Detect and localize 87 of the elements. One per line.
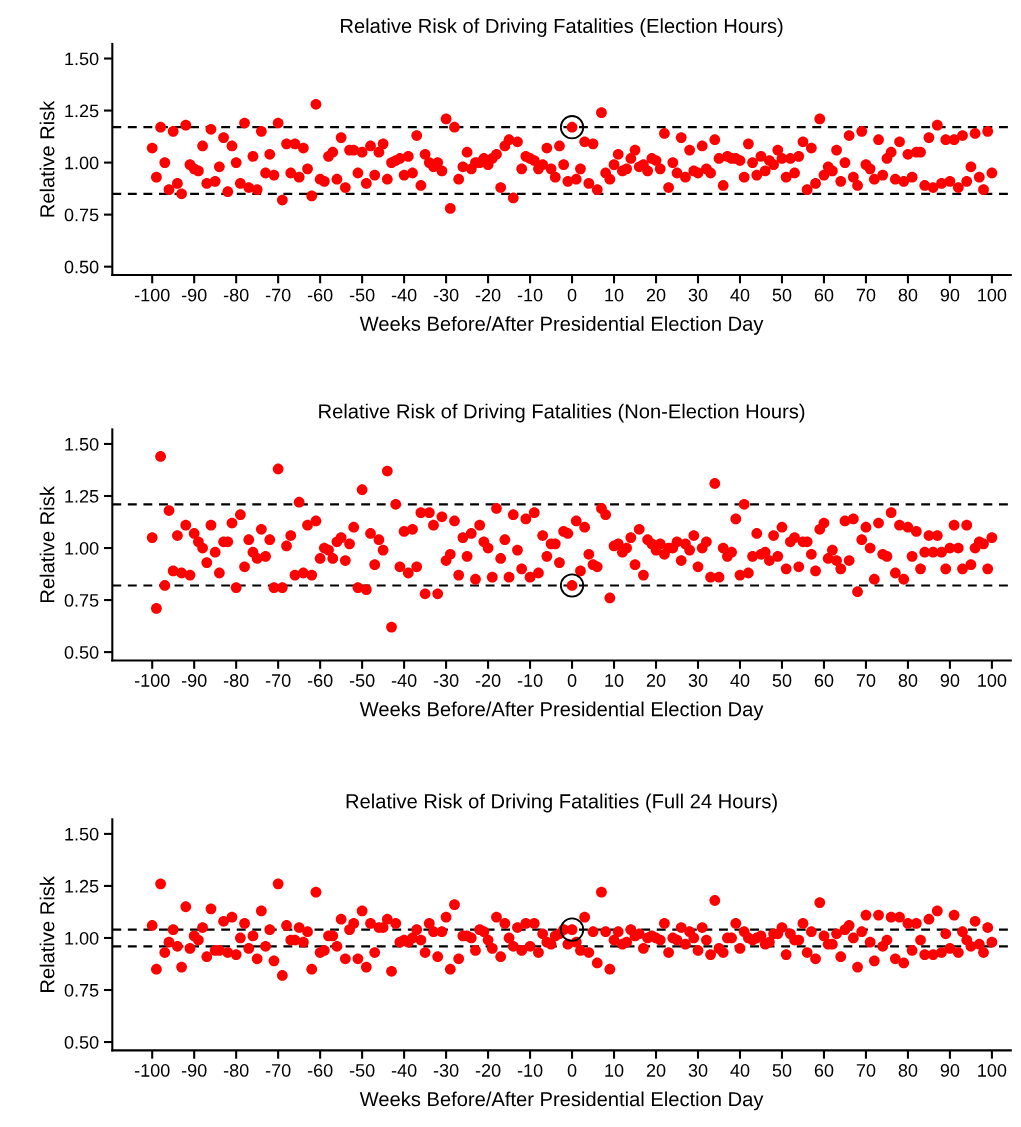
y-tick-label: 1.50 (65, 827, 99, 841)
x-tick-label: 40 (730, 674, 750, 687)
x-tick-label: -70 (265, 288, 291, 302)
x-tick-label: -10 (517, 1064, 543, 1077)
x-tick-label: -20 (475, 674, 501, 687)
x-tick-label: -30 (433, 674, 459, 687)
x-tick-label: 10 (605, 674, 624, 687)
x-tick-label: 90 (940, 674, 960, 687)
chart-title: Relative Risk of Driving Fatalities (Full 24 Hours) (346, 793, 777, 813)
x-tick-label: -40 (391, 288, 417, 302)
x-tick-label: 100 (978, 1064, 1007, 1077)
x-tick-label: 20 (646, 288, 666, 302)
chart-title: Relative Risk of Driving Fatalities (Election Hours) (341, 18, 783, 38)
x-tick-label: 90 (940, 1064, 960, 1077)
x-tick-label: -100 (134, 288, 170, 302)
x-tick-label: 50 (772, 288, 792, 302)
x-tick-label: 30 (688, 674, 708, 687)
x-tick-label: -30 (433, 1064, 459, 1077)
y-tick-label: 1.00 (65, 931, 99, 945)
x-tick-label: -90 (181, 288, 207, 302)
x-tick-label: 80 (898, 674, 918, 687)
x-tick-label: 0 (567, 674, 577, 687)
x-tick-label: 70 (856, 288, 876, 302)
y-tick-label: 0.75 (64, 594, 99, 607)
x-tick-label: -40 (391, 1064, 417, 1077)
y-tick-label: 0.75 (64, 983, 99, 997)
x-tick-label: -80 (223, 674, 249, 687)
x-tick-label: -20 (475, 288, 501, 302)
y-tick-label: 1.25 (65, 879, 99, 893)
x-tick-label: -100 (134, 674, 170, 687)
y-tick-label: 0.50 (64, 1035, 99, 1049)
y-tick-label: 0.50 (64, 260, 99, 274)
x-tick-label: 40 (730, 1064, 750, 1077)
x-tick-label: 50 (772, 674, 792, 687)
x-tick-label: -100 (134, 1064, 170, 1077)
x-tick-label: 80 (898, 288, 918, 302)
y-tick-label: 1.50 (65, 437, 99, 451)
x-tick-label: -10 (517, 288, 543, 302)
x-tick-label: 70 (856, 674, 876, 687)
x-tick-label: -30 (433, 288, 459, 302)
x-tick-label: -60 (307, 288, 333, 302)
y-tick-label: 0.75 (64, 208, 99, 222)
x-tick-label: -90 (181, 674, 207, 687)
x-tick-label: -10 (517, 674, 543, 687)
x-tick-label: 20 (646, 1064, 666, 1077)
y-tick-label: 1.50 (65, 52, 99, 66)
x-axis-title: Weeks Before/After Presidential Election Day (359, 1091, 764, 1111)
x-tick-label: 0 (567, 1064, 577, 1077)
x-tick-label: -50 (349, 674, 375, 687)
x-tick-label: 70 (856, 1064, 876, 1077)
y-tick-label: 1.25 (65, 104, 99, 118)
x-tick-label: 20 (646, 674, 666, 687)
y-axis-title: Relative Risk (39, 486, 55, 603)
x-tick-label: -80 (223, 1064, 249, 1077)
x-tick-label: 80 (898, 1064, 918, 1077)
x-tick-label: 60 (814, 674, 834, 687)
y-axis-title: Relative Risk (39, 100, 55, 217)
x-tick-label: 100 (978, 288, 1007, 302)
x-tick-label: -80 (223, 288, 249, 302)
x-tick-label: -20 (475, 1064, 501, 1077)
x-tick-label: -50 (349, 288, 375, 302)
x-tick-label: 30 (688, 1064, 708, 1077)
x-tick-label: 60 (814, 1064, 834, 1077)
x-tick-label: 60 (814, 288, 834, 302)
x-tick-label: 50 (772, 1064, 792, 1077)
x-tick-label: 100 (978, 674, 1007, 687)
chart-title: Relative Risk of Driving Fatalities (Non-Election Hours) (319, 403, 805, 423)
x-tick-label: -60 (307, 1064, 333, 1077)
x-tick-label: -90 (181, 1064, 207, 1077)
x-tick-label: -70 (265, 1064, 291, 1077)
x-tick-label: 10 (605, 1064, 624, 1077)
x-axis-title: Weeks Before/After Presidential Election Day (359, 316, 764, 335)
y-tick-label: 1.00 (65, 541, 99, 555)
y-tick-label: 1.00 (65, 156, 99, 170)
y-tick-label: 1.25 (65, 489, 99, 503)
x-tick-label: -70 (265, 674, 291, 687)
y-axis-title: Relative Risk (39, 876, 55, 992)
x-axis-title: Weeks Before/After Presidential Election Day (359, 701, 764, 721)
x-tick-label: 30 (688, 288, 708, 302)
x-tick-label: 10 (605, 288, 624, 302)
y-tick-label: 0.50 (64, 646, 99, 659)
x-tick-label: -60 (307, 674, 333, 687)
x-tick-label: -50 (349, 1064, 375, 1077)
x-tick-label: -40 (391, 674, 417, 687)
x-tick-label: 90 (940, 288, 960, 302)
x-tick-label: 0 (567, 288, 577, 302)
x-tick-label: 40 (730, 288, 750, 302)
